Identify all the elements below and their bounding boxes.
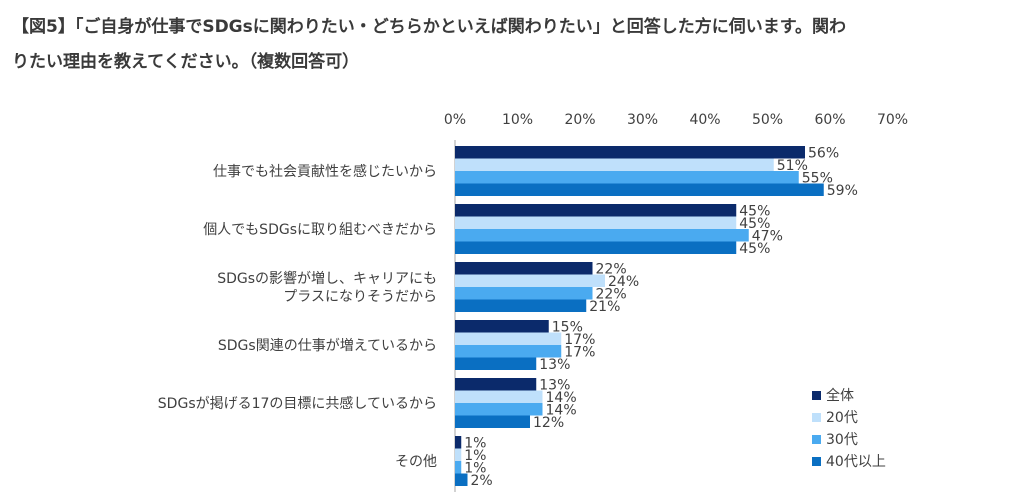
category-label: 個人でもSDGsに取り組むべきだから — [203, 222, 437, 238]
bar-3-4 — [455, 345, 562, 358]
bar-4-6 — [455, 473, 468, 486]
x-tick-label: 50% — [752, 112, 783, 128]
bar-1-3 — [455, 262, 593, 275]
bar-1-4 — [455, 320, 549, 333]
x-tick-label: 0% — [444, 112, 466, 128]
data-label: 1% — [464, 436, 486, 452]
data-label: 55% — [802, 171, 833, 187]
bar-3-6 — [455, 461, 462, 474]
data-label: 22% — [596, 287, 627, 303]
bar-3-3 — [455, 287, 593, 300]
data-label: 47% — [752, 229, 783, 245]
data-label: 1% — [464, 461, 486, 477]
data-label: 45% — [739, 216, 770, 232]
bar-2-3 — [455, 274, 605, 287]
bar-1-1 — [455, 146, 805, 159]
bar-3-2 — [455, 229, 749, 242]
data-label: 45% — [739, 241, 770, 257]
data-label: 21% — [589, 299, 620, 315]
x-tick-label: 20% — [564, 112, 595, 128]
bar-2-5 — [455, 390, 543, 403]
title-line-1: 【図5】「ご自身が仕事でSDGsに関わりたい・どちらかといえば関わりたい」と回答… — [12, 17, 847, 37]
x-tick-label: 10% — [502, 112, 533, 128]
x-tick-label: 30% — [627, 112, 658, 128]
data-label: 1% — [464, 448, 486, 464]
category-label: SDGsが掲げる17の目標に共感しているから — [158, 395, 437, 412]
legend-label: 40代以上 — [826, 454, 886, 470]
category-label: その他 — [395, 454, 437, 470]
data-label: 13% — [539, 378, 570, 394]
bar-4-1 — [455, 183, 824, 196]
x-tick-label: 60% — [814, 112, 845, 128]
data-label: 56% — [808, 146, 839, 162]
data-label: 45% — [739, 204, 770, 220]
bar-1-6 — [455, 436, 462, 449]
data-label: 51% — [777, 158, 808, 174]
bar-2-1 — [455, 158, 774, 171]
bar-2-6 — [455, 448, 462, 461]
legend-swatch — [812, 391, 821, 400]
bar-2-2 — [455, 216, 737, 229]
data-label: 12% — [533, 415, 564, 431]
chart-title: 【図5】「ご自身が仕事でSDGsに関わりたい・どちらかといえば関わりたい」と回答… — [12, 10, 1017, 80]
category-label: 仕事でも社会貢献性を感じたいから — [213, 163, 437, 180]
bar-1-2 — [455, 204, 737, 217]
category-label: SDGs関連の仕事が増えているから — [218, 338, 437, 354]
category-label: SDGsの影響が増し、キャリアにもプラスになりそうだから — [217, 270, 437, 305]
bar-1-5 — [455, 378, 537, 391]
bar-3-5 — [455, 403, 543, 416]
bar-3-1 — [455, 171, 799, 184]
legend-label: 全体 — [826, 387, 854, 404]
bar-4-2 — [455, 241, 737, 254]
data-label: 13% — [539, 357, 570, 373]
x-tick-label: 40% — [689, 112, 720, 128]
title-line-2: りたい理由を教えてください。（複数回答可） — [12, 52, 360, 72]
data-label: 17% — [564, 332, 595, 348]
data-label: 15% — [552, 320, 583, 336]
data-label: 59% — [827, 183, 858, 199]
bar-2-4 — [455, 332, 562, 345]
data-label: 2% — [471, 473, 493, 489]
legend-label: 30代 — [826, 432, 858, 448]
legend-label: 20代 — [826, 410, 858, 426]
category-label-line: プラスになりそうだから — [283, 289, 437, 305]
data-label: 24% — [608, 274, 639, 290]
legend-swatch — [812, 413, 821, 422]
bar-4-3 — [455, 299, 587, 312]
category-label-line: SDGsの影響が増し、キャリアにも — [217, 270, 437, 287]
data-label: 17% — [564, 345, 595, 361]
data-label: 14% — [546, 403, 577, 419]
x-tick-label: 70% — [877, 112, 908, 128]
bar-4-4 — [455, 357, 537, 370]
data-label: 14% — [546, 390, 577, 406]
bar-4-5 — [455, 415, 530, 428]
data-label: 22% — [596, 262, 627, 278]
legend-swatch — [812, 435, 821, 444]
legend-swatch — [812, 457, 821, 466]
